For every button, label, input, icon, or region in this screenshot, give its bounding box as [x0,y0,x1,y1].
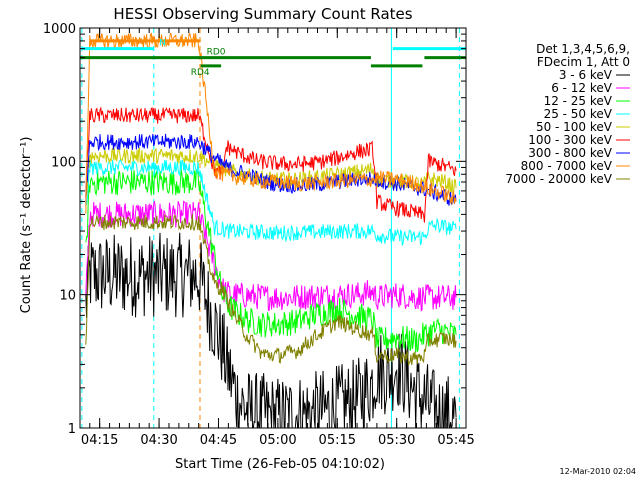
legend-entry-3: 12 - 25 keV [544,94,613,108]
legend-entry-8: 800 - 7000 keV [521,159,613,173]
y-tick-label-2: 10 [59,289,76,304]
x-tick-label-7: 05:45 [437,433,474,448]
status-bar-label-4: RD4 [191,68,210,78]
x-tick-label-1: 04:15 [81,433,118,448]
y-axis-label: Count Rate (s⁻¹ detector⁻¹) [19,137,34,314]
x-axis-label: Start Time (26-Feb-05 04:10:02) [175,457,385,472]
series-line-6 [85,106,457,223]
series-line-7 [85,133,457,206]
status-bar-label-3: RD0 [207,48,226,58]
plot-frame [79,27,467,429]
legend-entry-6: 100 - 300 keV [528,133,612,147]
legend-entry-7: 300 - 800 keV [528,146,612,160]
legend-header-line-1: Det 1,3,4,5,6,9, [536,42,630,56]
status-bar-label-2: N [159,39,166,49]
series-line-9 [85,214,457,366]
y-tick-label-4: 1000 [43,22,76,37]
x-tick-label-3: 04:45 [200,433,237,448]
legend-entry-9: 7000 - 20000 keV [505,172,612,186]
legend-entry-4: 25 - 50 keV [544,107,613,121]
chart-title: HESSI Observing Summary Count Rates [113,5,412,23]
legend-header-line-2: FDecim 1, Att 0 [537,55,630,69]
y-tick-label-1: 1 [68,422,76,437]
x-tick-label-6: 05:30 [378,433,415,448]
x-tick-label-2: 04:30 [140,433,177,448]
plot-area: N RD0 RD4 1 10 100 1000 04:15 04:30 04:45 05:00 05:… [43,22,475,448]
series-line-4 [85,158,457,247]
y-tick-label-3: 100 [51,155,76,170]
series-line-3 [85,168,457,353]
legend-entry-1: 3 - 6 keV [559,68,613,82]
legend-entry-2: 6 - 12 keV [551,81,613,95]
x-tick-label-5: 05:15 [319,433,356,448]
generated-timestamp: 12-Mar-2010 02:04 [560,467,637,476]
x-tick-label-4: 05:00 [259,433,296,448]
legend: Det 1,3,4,5,6,9,FDecim 1, Att 03 - 6 keV… [505,42,630,186]
legend-entry-5: 50 - 100 keV [536,120,613,134]
series-line-1 [85,232,457,428]
